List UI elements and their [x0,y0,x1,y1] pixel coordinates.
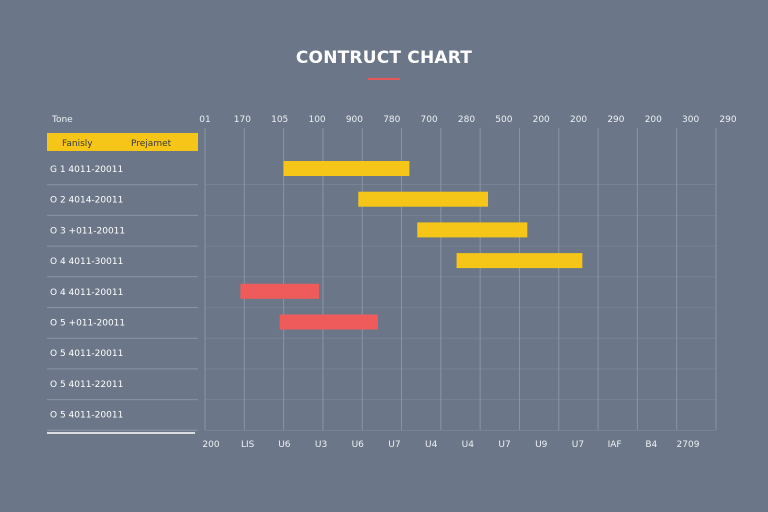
row-label: O 2 4014-20011 [50,196,123,206]
bottom-tick-label: U7 [572,440,584,450]
row-label: O 5 +011-20011 [50,319,125,329]
gantt-bar [283,161,410,176]
bottom-tick-label: U3 [315,440,327,450]
top-tick-label: 01 [199,115,210,125]
row-label: O 5 4011-20011 [50,411,123,421]
top-tick-label: 500 [495,115,512,125]
top-tick-label: 290 [607,115,624,125]
bottom-tick-label: U4 [425,440,438,450]
top-tick-label: 900 [346,115,363,125]
row-label: O 4 4011-30011 [50,257,123,267]
header-col-label: Prejamet [131,139,172,149]
top-tick-label: 300 [682,115,699,125]
chart-title: CONTRUCT CHART [295,48,473,68]
header-band [47,133,198,151]
bottom-tick-label: U7 [498,440,510,450]
row-label: O 5 4011-20011 [50,349,123,359]
bottom-tick-label: U9 [535,440,548,450]
top-tick-label: 100 [308,115,325,125]
bottom-tick-label: IAF [608,440,622,450]
top-tick-label: 780 [383,115,400,125]
bottom-tick-label: B4 [645,440,657,450]
bottom-tick-label: U7 [388,440,400,450]
row-label: G 1 4011-20011 [50,165,123,175]
bottom-tick-label: U4 [462,440,475,450]
bottom-tick-label: U6 [352,440,365,450]
top-tick-label: 200 [533,115,550,125]
header-col-label: Fanisly [62,139,93,149]
top-tick-label: 105 [271,115,288,125]
row-label: O 3 +011-20011 [50,226,125,236]
row-label: O 5 4011-22011 [50,380,123,390]
gantt-bar [279,314,378,330]
row-header-label: Tone [51,115,73,125]
top-tick-label: 200 [570,115,587,125]
row-label: O 4 4011-20011 [50,288,123,298]
top-tick-label: 280 [458,115,475,125]
gantt-bar [417,222,528,238]
bottom-tick-label: U6 [278,440,291,450]
gantt-bar [358,191,489,207]
bottom-tick-label: 2709 [677,440,700,450]
gantt-bar [456,253,583,269]
top-tick-label: 290 [719,115,736,125]
bottom-tick-label: LIS [241,440,255,450]
top-tick-label: 200 [645,115,662,125]
top-tick-label: 700 [421,115,438,125]
gantt-bar [240,283,319,299]
top-tick-label: 170 [234,115,251,125]
bottom-tick-label: 200 [202,440,219,450]
title-underline [368,78,400,80]
